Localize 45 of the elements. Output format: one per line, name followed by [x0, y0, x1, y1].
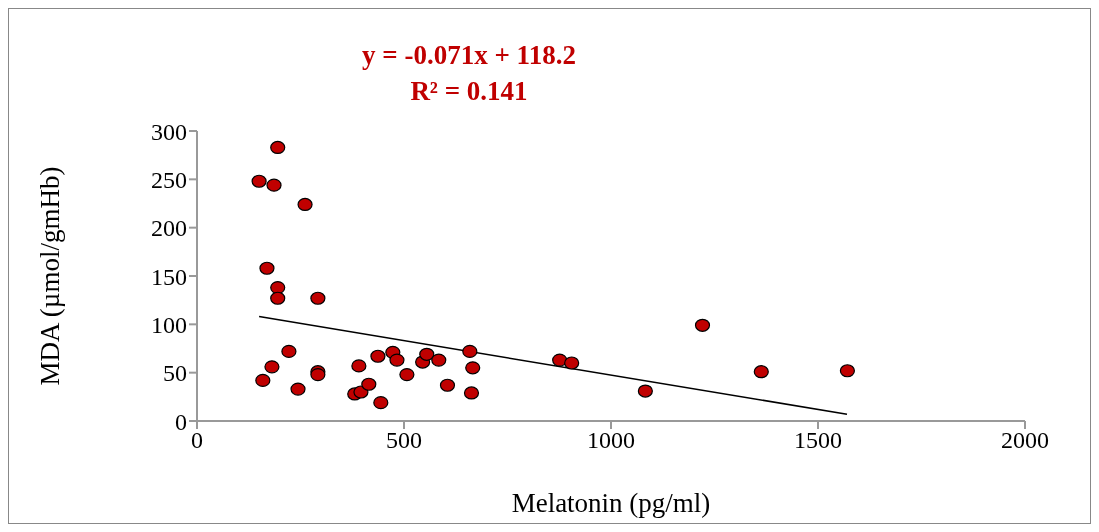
x-tick-label: 1500: [794, 427, 842, 454]
y-tick-label: 200: [151, 215, 187, 242]
y-axis-title: MDA (µmol/gmHb): [34, 166, 65, 386]
point: [465, 361, 481, 375]
point: [462, 344, 478, 358]
point: [255, 373, 271, 387]
point: [373, 396, 389, 410]
point: [753, 365, 769, 379]
text: R² = 0.141: [409, 75, 529, 108]
text: y = -0.071x + 118.2: [361, 39, 577, 72]
point: [259, 261, 275, 275]
point: [351, 359, 367, 373]
point: [281, 344, 297, 358]
point: [266, 178, 282, 192]
point: [270, 291, 286, 305]
y-tick-label: 150: [151, 263, 187, 290]
y-tick-label: 250: [151, 166, 187, 193]
point: [290, 382, 306, 396]
point: [297, 197, 313, 212]
point: [637, 384, 653, 398]
y-tick-label: 0: [175, 408, 187, 435]
point: [839, 364, 855, 378]
point: [310, 291, 326, 305]
point: [270, 140, 286, 155]
point: [419, 347, 435, 361]
point: [270, 281, 286, 295]
point: [431, 353, 447, 367]
point: [564, 356, 580, 370]
point: [399, 368, 415, 382]
point: [370, 349, 386, 363]
point: [694, 318, 711, 332]
point: [552, 353, 568, 367]
point: [361, 377, 377, 391]
x-tick-label: 500: [386, 427, 422, 454]
point: [264, 360, 280, 374]
y-tick-label: 300: [151, 118, 187, 145]
point: [251, 174, 267, 188]
point: [463, 386, 480, 400]
x-tick-label: 2000: [1001, 427, 1049, 454]
point: [389, 353, 405, 367]
x-tick-label: 1000: [587, 427, 635, 454]
y-tick-label: 50: [163, 360, 187, 387]
point: [439, 378, 456, 392]
x-axis-title: Melatonin (pg/ml): [511, 488, 711, 518]
y-tick-label: 100: [151, 311, 187, 338]
